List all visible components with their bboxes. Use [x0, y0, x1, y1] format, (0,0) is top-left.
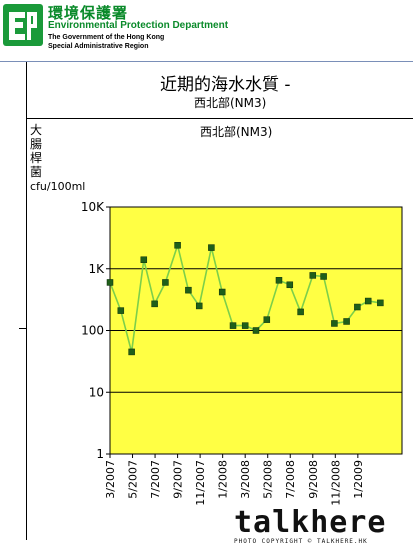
x-tick-label: 1/2008	[217, 460, 230, 499]
y-tick-label: 1K	[88, 262, 105, 276]
x-tick-label: 7/2008	[284, 460, 297, 499]
data-point	[377, 299, 384, 307]
data-point	[140, 256, 148, 263]
data-point	[275, 277, 283, 284]
y-axis-label: 大腸桿菌	[30, 123, 43, 179]
watermark: talkhere PHOTO COPYRIGHT © TALKHERE.HK	[232, 505, 410, 547]
org-name-english: Environmental Protection Department	[48, 20, 229, 31]
data-point	[185, 286, 192, 294]
left-frame-line	[26, 62, 27, 540]
y-tick-label: 100	[81, 324, 104, 338]
x-tick-label: 7/2007	[149, 460, 162, 499]
data-point	[354, 303, 361, 311]
data-point	[106, 279, 114, 286]
x-tick-label: 11/2008	[329, 460, 342, 506]
chart-divider	[26, 118, 413, 119]
data-point	[218, 288, 226, 296]
left-frame-tick	[19, 328, 27, 329]
data-point	[364, 297, 372, 305]
org-name-chinese: 環境保護署	[48, 4, 129, 22]
data-point	[229, 322, 237, 329]
data-point	[286, 281, 294, 289]
epd-logo-icon	[3, 4, 43, 46]
chart-title: 西北部(NM3)	[200, 125, 273, 139]
data-point	[174, 242, 181, 249]
x-tick-label: 3/2007	[104, 460, 117, 499]
data-point	[252, 327, 260, 334]
x-tick-label: 9/2007	[172, 460, 185, 499]
data-point	[309, 272, 317, 279]
x-tick-label: 11/2007	[194, 460, 207, 506]
y-axis-unit: cfu/100ml	[30, 180, 86, 193]
government-line-2: Special Administrative Region	[48, 43, 149, 50]
data-point	[263, 316, 271, 323]
header: 環境保護署 Environmental Protection Departmen…	[0, 0, 413, 62]
page-subtitle: 西北部(NM3)	[194, 96, 267, 110]
data-point	[241, 322, 249, 329]
data-point	[331, 320, 338, 327]
x-tick-label: 5/2007	[127, 460, 140, 499]
watermark-copyright: PHOTO COPYRIGHT © TALKHERE.HK	[234, 538, 368, 545]
data-point	[343, 318, 350, 325]
data-point	[117, 307, 125, 314]
page-title: 近期的海水水質 -	[160, 75, 291, 95]
data-point	[208, 244, 215, 251]
data-point	[297, 308, 304, 316]
data-point	[128, 348, 135, 356]
y-tick-label: 10	[89, 385, 104, 399]
x-tick-label: 3/2008	[239, 460, 252, 499]
x-tick-label: 9/2008	[307, 460, 320, 499]
data-point	[320, 273, 327, 280]
x-tick-label: 1/2009	[352, 460, 365, 499]
data-point	[151, 300, 158, 308]
x-tick-label: 5/2008	[262, 460, 275, 499]
y-tick-label: 10K	[81, 200, 105, 214]
data-point	[195, 302, 203, 310]
government-line-1: The Government of the Hong Kong	[48, 34, 165, 41]
header-divider	[0, 61, 413, 62]
watermark-logo: talkhere	[234, 505, 387, 540]
y-tick-label: 1	[96, 447, 104, 461]
data-point	[162, 279, 169, 286]
